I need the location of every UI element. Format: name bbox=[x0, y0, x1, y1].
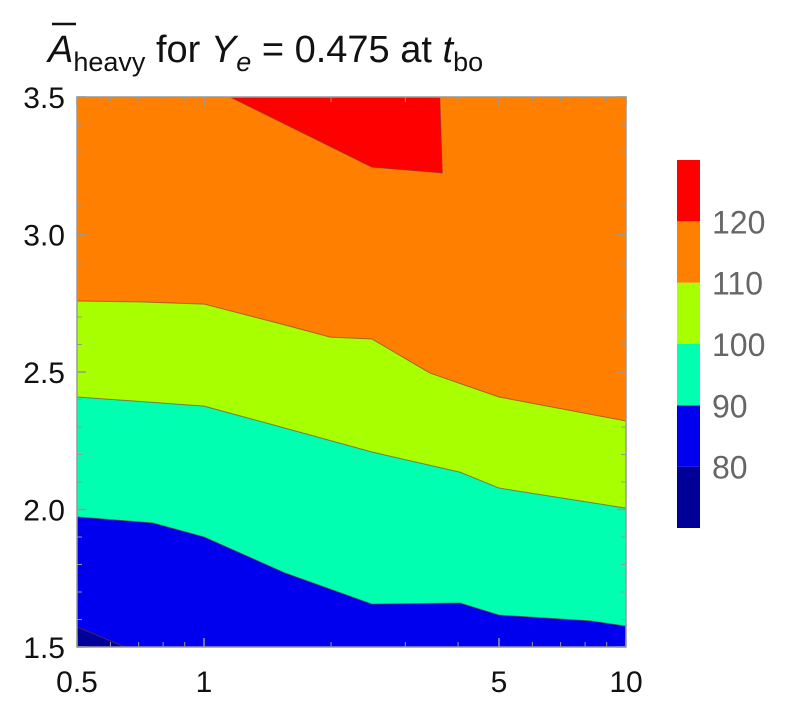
colorbar-segment bbox=[677, 466, 700, 528]
contour-line bbox=[76, 626, 126, 648]
contour-region bbox=[77, 97, 626, 421]
colorbar-segment bbox=[677, 282, 700, 344]
colorbar-label: 80 bbox=[712, 450, 748, 486]
colorbar-segment bbox=[677, 344, 700, 406]
colorbar-segment bbox=[677, 221, 700, 283]
x-tick-label: 1 bbox=[196, 666, 213, 699]
colorbar-segment bbox=[677, 405, 700, 467]
colorbar-label: 100 bbox=[712, 327, 765, 363]
y-tick-label: 3.0 bbox=[23, 220, 65, 253]
contour-line bbox=[76, 300, 627, 422]
chart-title: Aheavy for Ye = 0.475 at tbo bbox=[46, 29, 483, 77]
x-tick-label: 5 bbox=[491, 666, 508, 699]
contour-line bbox=[229, 96, 443, 174]
contour-line bbox=[76, 396, 627, 509]
contour-line bbox=[76, 516, 627, 627]
x-tick-label: 0.5 bbox=[56, 666, 98, 699]
contour-region bbox=[230, 97, 443, 173]
y-tick-label: 2.5 bbox=[23, 357, 65, 390]
colorbar-label: 90 bbox=[712, 388, 748, 424]
y-tick-label: 2.0 bbox=[23, 495, 65, 528]
y-tick-label: 3.5 bbox=[23, 82, 65, 115]
y-tick-label: 1.5 bbox=[23, 632, 65, 665]
colorbar-label: 110 bbox=[712, 266, 763, 302]
colorbar-segment bbox=[677, 160, 700, 222]
colorbar-label: 120 bbox=[712, 204, 765, 240]
x-tick-label: 10 bbox=[609, 666, 642, 699]
